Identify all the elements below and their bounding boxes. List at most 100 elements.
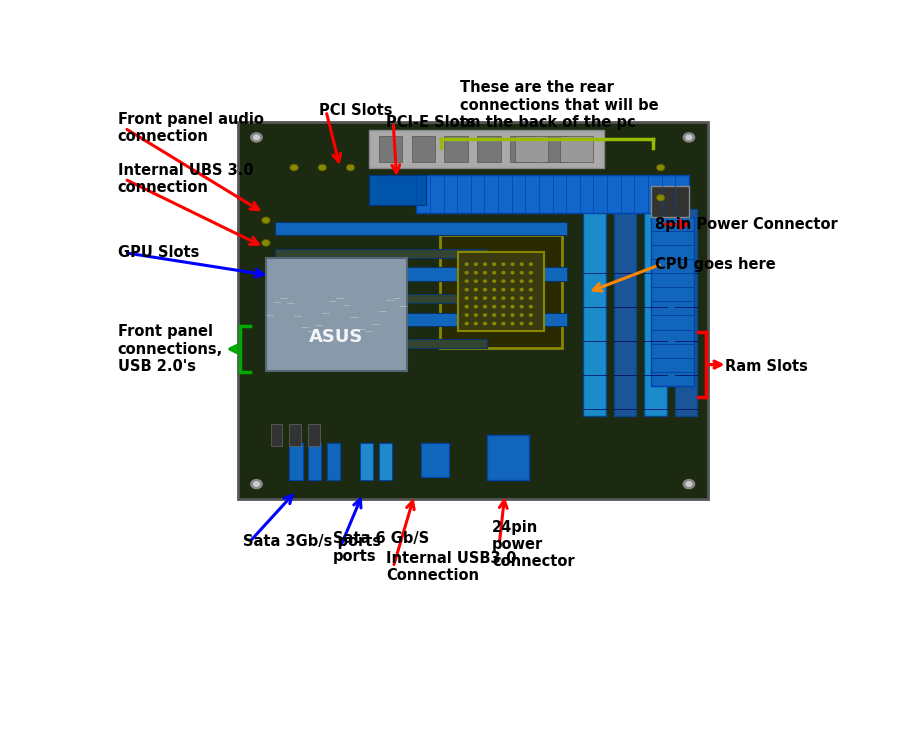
Circle shape [519,280,523,283]
Bar [582,209,605,417]
Bar [421,442,449,477]
Circle shape [465,297,467,300]
Circle shape [519,263,523,266]
Circle shape [529,322,532,325]
Circle shape [253,135,259,140]
Bar [289,424,301,447]
Circle shape [519,305,523,308]
Circle shape [501,280,504,283]
Text: PCI-E Slots: PCI-E Slots [385,115,476,130]
Bar [674,209,697,417]
Circle shape [682,480,694,489]
Bar [369,130,604,168]
Circle shape [510,289,514,291]
Circle shape [519,289,523,291]
Bar [275,294,486,303]
Text: Ram Slots: Ram Slots [724,358,807,373]
Bar [510,135,533,162]
Circle shape [529,289,532,291]
Circle shape [510,263,514,266]
Circle shape [251,480,261,489]
Circle shape [474,280,476,283]
Circle shape [253,482,259,486]
Bar [308,424,320,447]
Text: 8pin Power Connector: 8pin Power Connector [654,217,836,232]
Bar [650,216,693,386]
Bar [415,175,688,213]
Bar [439,236,561,348]
Bar [650,186,688,216]
Bar [360,442,373,481]
Circle shape [465,263,467,266]
Circle shape [483,297,486,300]
Circle shape [474,289,476,291]
Circle shape [483,322,486,325]
Circle shape [465,314,467,316]
Bar [238,122,707,499]
Circle shape [483,314,486,316]
Circle shape [492,314,495,316]
Circle shape [483,305,486,308]
Text: 24pin
power
connector: 24pin power connector [492,520,574,570]
Circle shape [474,263,476,266]
Text: Sata 6 Gb/S
ports: Sata 6 Gb/S ports [333,531,429,564]
Circle shape [510,322,514,325]
Bar [308,442,321,481]
Circle shape [510,297,514,300]
Text: CPU goes here: CPU goes here [654,257,774,272]
Circle shape [529,305,532,308]
Bar [275,267,566,280]
Circle shape [474,297,476,300]
Circle shape [465,280,467,283]
Circle shape [501,322,504,325]
Bar [369,175,425,205]
Circle shape [529,263,532,266]
Circle shape [290,164,298,171]
Circle shape [685,482,691,486]
Circle shape [261,217,270,224]
Circle shape [685,135,691,140]
Text: Front panel
connections,
USB 2.0's: Front panel connections, USB 2.0's [118,324,222,374]
Circle shape [501,263,504,266]
Circle shape [483,272,486,274]
Bar [327,442,340,481]
Bar [476,135,500,162]
Bar [275,249,486,258]
Bar [271,424,282,447]
Circle shape [483,280,486,283]
Circle shape [465,322,467,325]
Bar [411,135,435,162]
Circle shape [519,272,523,274]
Bar [444,135,467,162]
Circle shape [519,297,523,300]
Circle shape [510,305,514,308]
Circle shape [529,297,532,300]
Circle shape [492,289,495,291]
Circle shape [656,164,664,171]
Bar [486,435,528,481]
Text: Sata 3Gb/s ports: Sata 3Gb/s ports [242,534,381,549]
Bar [275,313,566,326]
Circle shape [465,272,467,274]
Circle shape [519,322,523,325]
Bar [643,209,666,417]
Bar [275,339,486,348]
Circle shape [465,305,467,308]
Bar [457,252,543,331]
Circle shape [492,305,495,308]
Circle shape [251,133,261,142]
Circle shape [529,280,532,283]
Circle shape [474,305,476,308]
Circle shape [465,289,467,291]
Circle shape [474,272,476,274]
Text: ASUS: ASUS [309,328,363,346]
Circle shape [492,297,495,300]
Bar [378,442,392,481]
Circle shape [318,164,326,171]
Circle shape [501,305,504,308]
Circle shape [519,314,523,316]
Bar [543,135,566,162]
Bar [275,222,566,236]
Text: Front panel audio
connection: Front panel audio connection [118,112,263,144]
Circle shape [492,263,495,266]
